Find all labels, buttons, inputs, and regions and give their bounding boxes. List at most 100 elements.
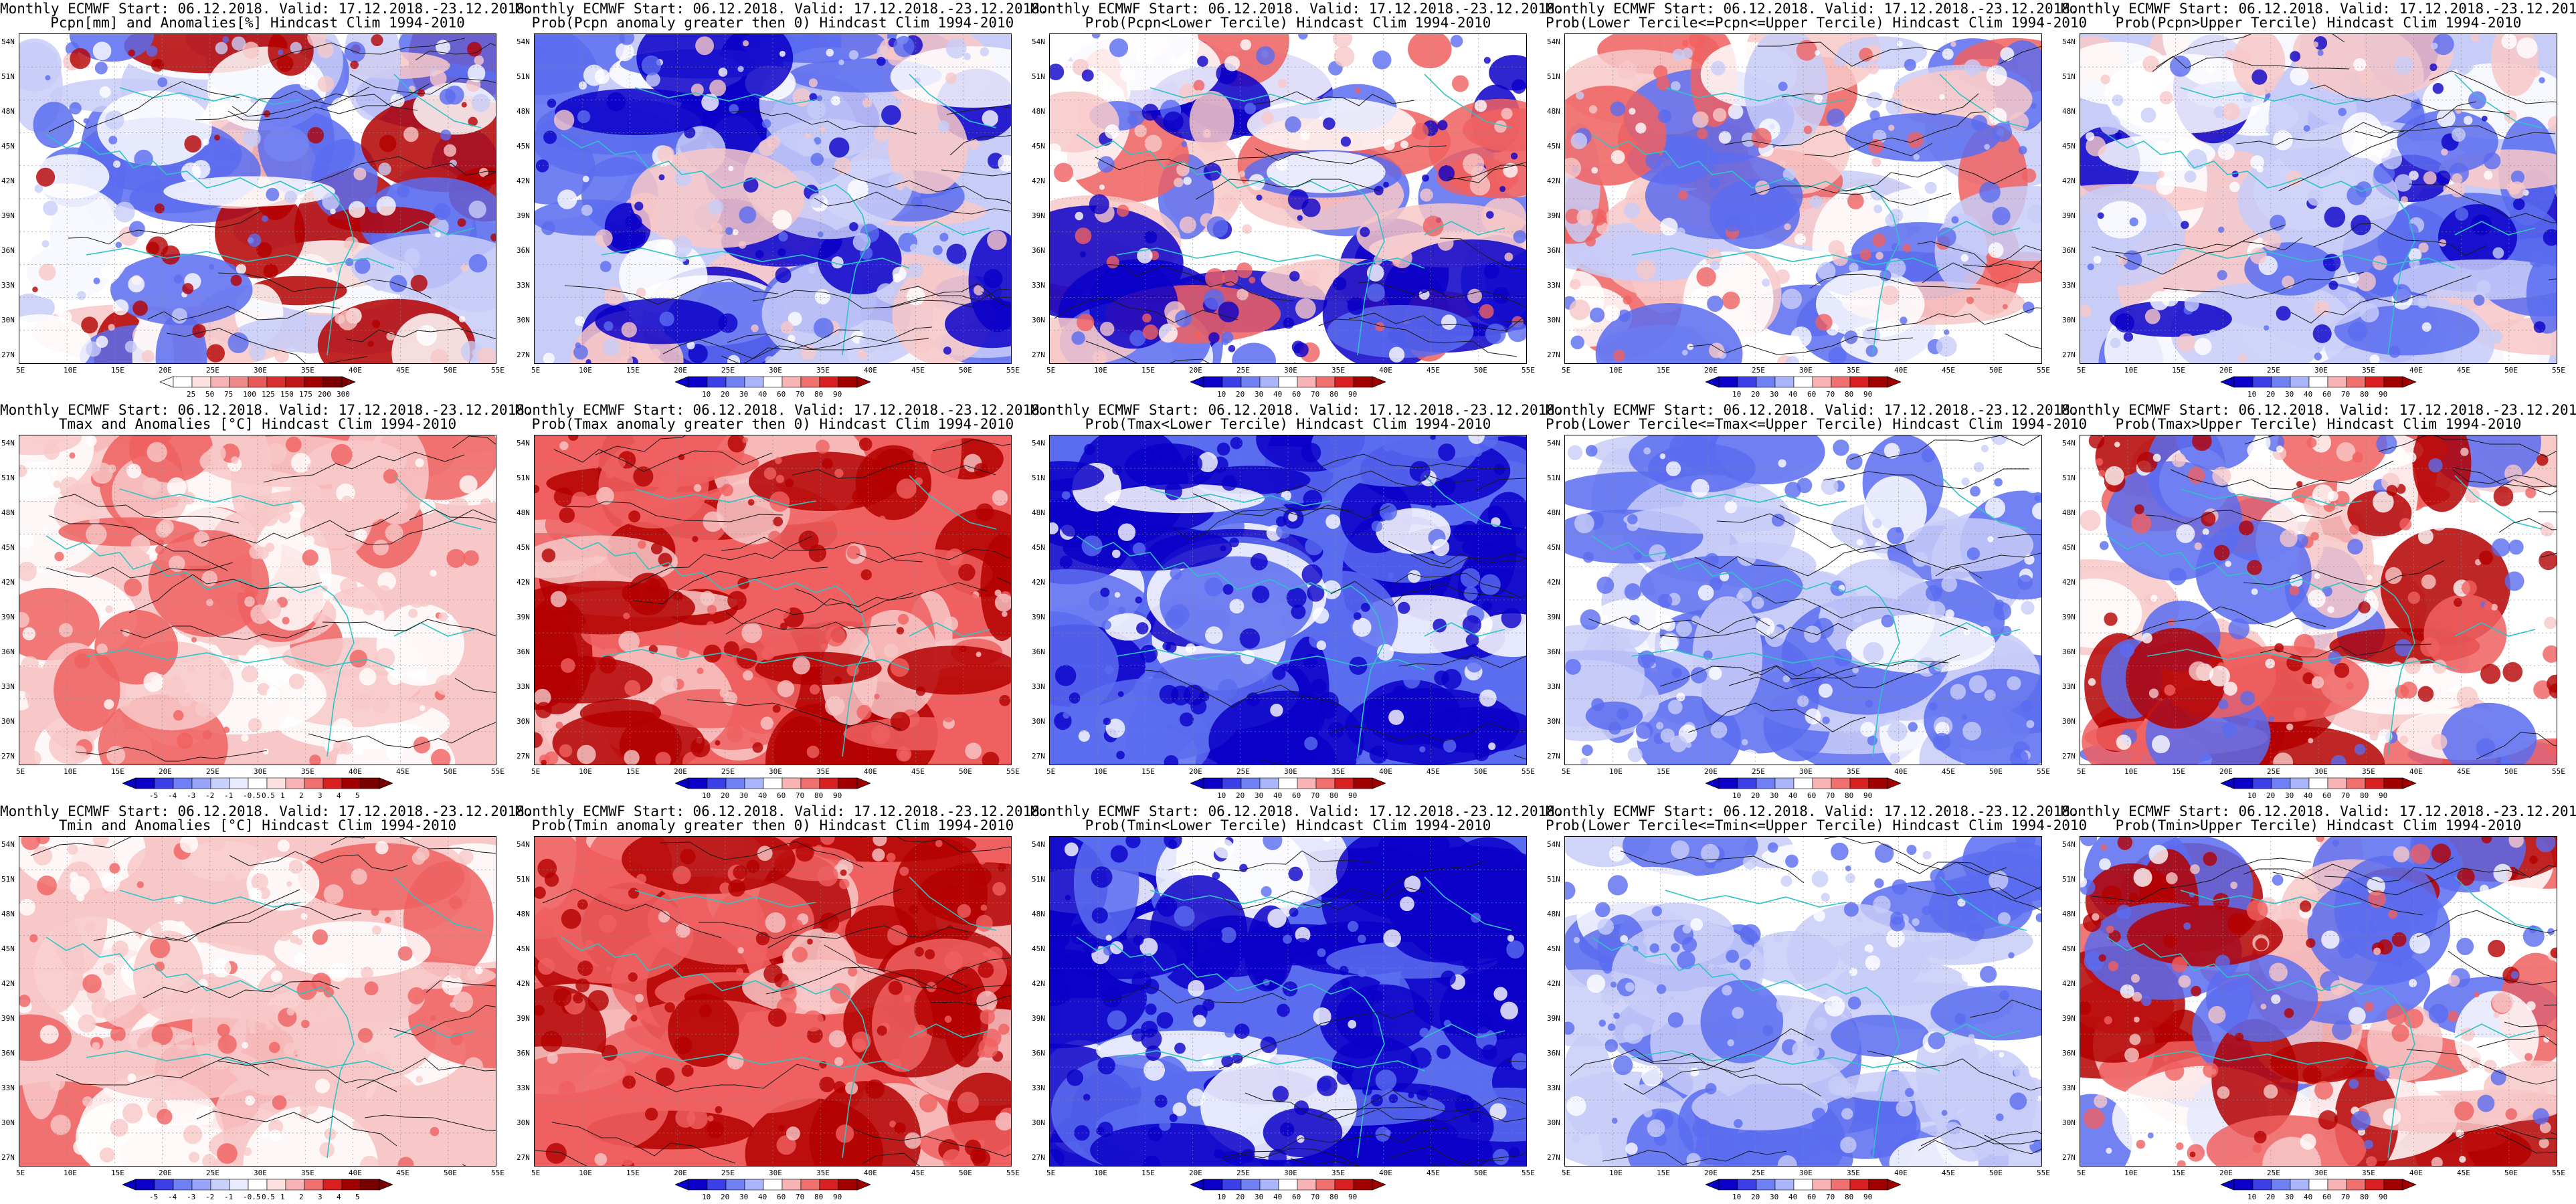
coastline: [1591, 936, 1766, 991]
colorbar-cell: [341, 777, 361, 789]
latitude-label: 48N: [517, 910, 530, 918]
colorbar-cell: [1737, 376, 1757, 388]
longitude-label: 50E: [1474, 1169, 1487, 1177]
longitude-label: 10E: [1094, 1169, 1107, 1177]
panel-title: Prob(Pcpn<Lower Tercile) Hindcast Clim 1…: [1085, 15, 1491, 31]
latitude-label: 33N: [2062, 682, 2076, 691]
field-map: [2080, 837, 2557, 1166]
field-blob: [2211, 1019, 2299, 1138]
field-map: [1565, 435, 2041, 765]
latitude-label: 39N: [2062, 613, 2076, 621]
latitude-label: 30N: [1, 717, 15, 726]
longitude-label: 50E: [1989, 767, 2003, 776]
longitude-label: 25E: [721, 767, 735, 776]
colorbar: [675, 376, 870, 388]
field-blob: [755, 651, 882, 686]
latitude-label: 39N: [1, 1014, 15, 1023]
colorbar: [122, 1179, 393, 1191]
field-map: [1565, 34, 2041, 363]
colorbar: [1190, 1179, 1386, 1191]
longitude-label: 5E: [1046, 1169, 1056, 1177]
longitude-label: 50E: [444, 366, 457, 375]
longitude-label: 5E: [16, 366, 25, 375]
colorbar-cell: [285, 376, 305, 388]
coastline: [1591, 535, 1766, 590]
longitude-label: 50E: [1989, 1169, 2003, 1177]
colorbar-cell: [707, 777, 727, 789]
longitude-label: 15E: [626, 366, 640, 375]
colorbar-cell: [1353, 777, 1373, 789]
map-panel: Monthly ECMWF Start: 06.12.2018. Valid: …: [1546, 803, 2087, 1204]
colorbar-cell: [1812, 1179, 1832, 1191]
colorbar-tick-label: 70: [2341, 791, 2351, 800]
coastline: [1591, 134, 1766, 189]
colorbar-cell: [1831, 1179, 1851, 1191]
latitude-label: 48N: [1, 508, 15, 517]
coastline: [735, 177, 850, 195]
latitude-label: 48N: [1032, 107, 1045, 116]
latitude-label: 45N: [1547, 142, 1560, 150]
map-panel: Monthly ECMWF Start: 06.12.2018. Valid: …: [0, 0, 533, 401]
panel-title: Prob(Tmin>Upper Tercile) Hindcast Clim 1…: [2115, 817, 2522, 833]
colorbar-cell: [248, 777, 268, 789]
latitude-label: 30N: [2062, 717, 2076, 726]
coastline: [1424, 622, 1505, 637]
latitude-label: 33N: [1032, 281, 1045, 290]
coastline: [634, 890, 816, 908]
coastline: [2146, 1050, 2456, 1072]
colorbar-cell: [1756, 1179, 1776, 1191]
colorbar-cell: [1222, 376, 1242, 388]
colorbar-tick-label: -2: [205, 791, 215, 800]
field-blob: [1090, 1123, 1255, 1166]
field-blob: [1595, 303, 1743, 363]
latitude-label: 36N: [1032, 647, 1045, 656]
colorbar-cell: [266, 777, 286, 789]
colorbar-cell: [800, 1179, 820, 1191]
field-blob: [579, 698, 662, 728]
longitude-label: 15E: [1141, 767, 1155, 776]
colorbar-cell: [1278, 777, 1298, 789]
colorbar-cell: [1278, 1179, 1298, 1191]
colorbar-cell: [800, 777, 820, 789]
colorbar-tick-label: -4: [168, 1193, 177, 1201]
coastline: [1631, 247, 1940, 269]
coastline: [327, 997, 355, 1159]
latitude-label: 36N: [1547, 1049, 1560, 1058]
longitude-label: 5E: [16, 1169, 25, 1177]
map-panel: Monthly ECMWF Start: 06.12.2018. Valid: …: [515, 401, 1048, 803]
coastline: [86, 1050, 395, 1072]
colorbar-cell: [2233, 1179, 2253, 1191]
field-blob: [1232, 342, 1276, 363]
colorbar: [122, 777, 393, 789]
longitude-label: 40E: [1894, 1169, 1908, 1177]
colorbar-tick-label: -1: [224, 1193, 234, 1201]
colorbar-cell: [2346, 777, 2366, 789]
colorbar-tick-label: 20: [1751, 1193, 1760, 1201]
colorbar-cell: [1259, 777, 1279, 789]
field-blob: [1831, 1014, 1930, 1057]
latitude-label: 45N: [517, 142, 530, 150]
latitude-label: 39N: [1547, 211, 1560, 220]
latitude-label: 39N: [517, 211, 530, 220]
longitude-label: 10E: [1609, 767, 1623, 776]
colorbar-tick-label: 40: [758, 791, 767, 800]
latitude-label: 33N: [517, 1084, 530, 1092]
coastline: [327, 595, 355, 757]
longitude-label: 5E: [1046, 767, 1056, 776]
field-blob: [1050, 611, 1119, 721]
latitude-label: 45N: [2062, 543, 2076, 552]
coastline: [393, 221, 475, 235]
colorbar-tick-label: 20: [1751, 791, 1760, 800]
longitude-label: 10E: [2124, 366, 2138, 375]
coastline: [1631, 649, 1940, 670]
map-area: [534, 33, 1012, 364]
longitude-label: 10E: [1094, 366, 1107, 375]
coastline: [393, 876, 482, 931]
colorbar-tick-label: 70: [1826, 791, 1835, 800]
latitude-label: 45N: [1547, 944, 1560, 953]
latitude-label: 48N: [1, 910, 15, 918]
longitude-label: 45E: [1942, 1169, 1955, 1177]
colorbar-cell: [285, 1179, 305, 1191]
latitude-label: 48N: [2062, 910, 2076, 918]
colorbar-cell: [1240, 1179, 1261, 1191]
